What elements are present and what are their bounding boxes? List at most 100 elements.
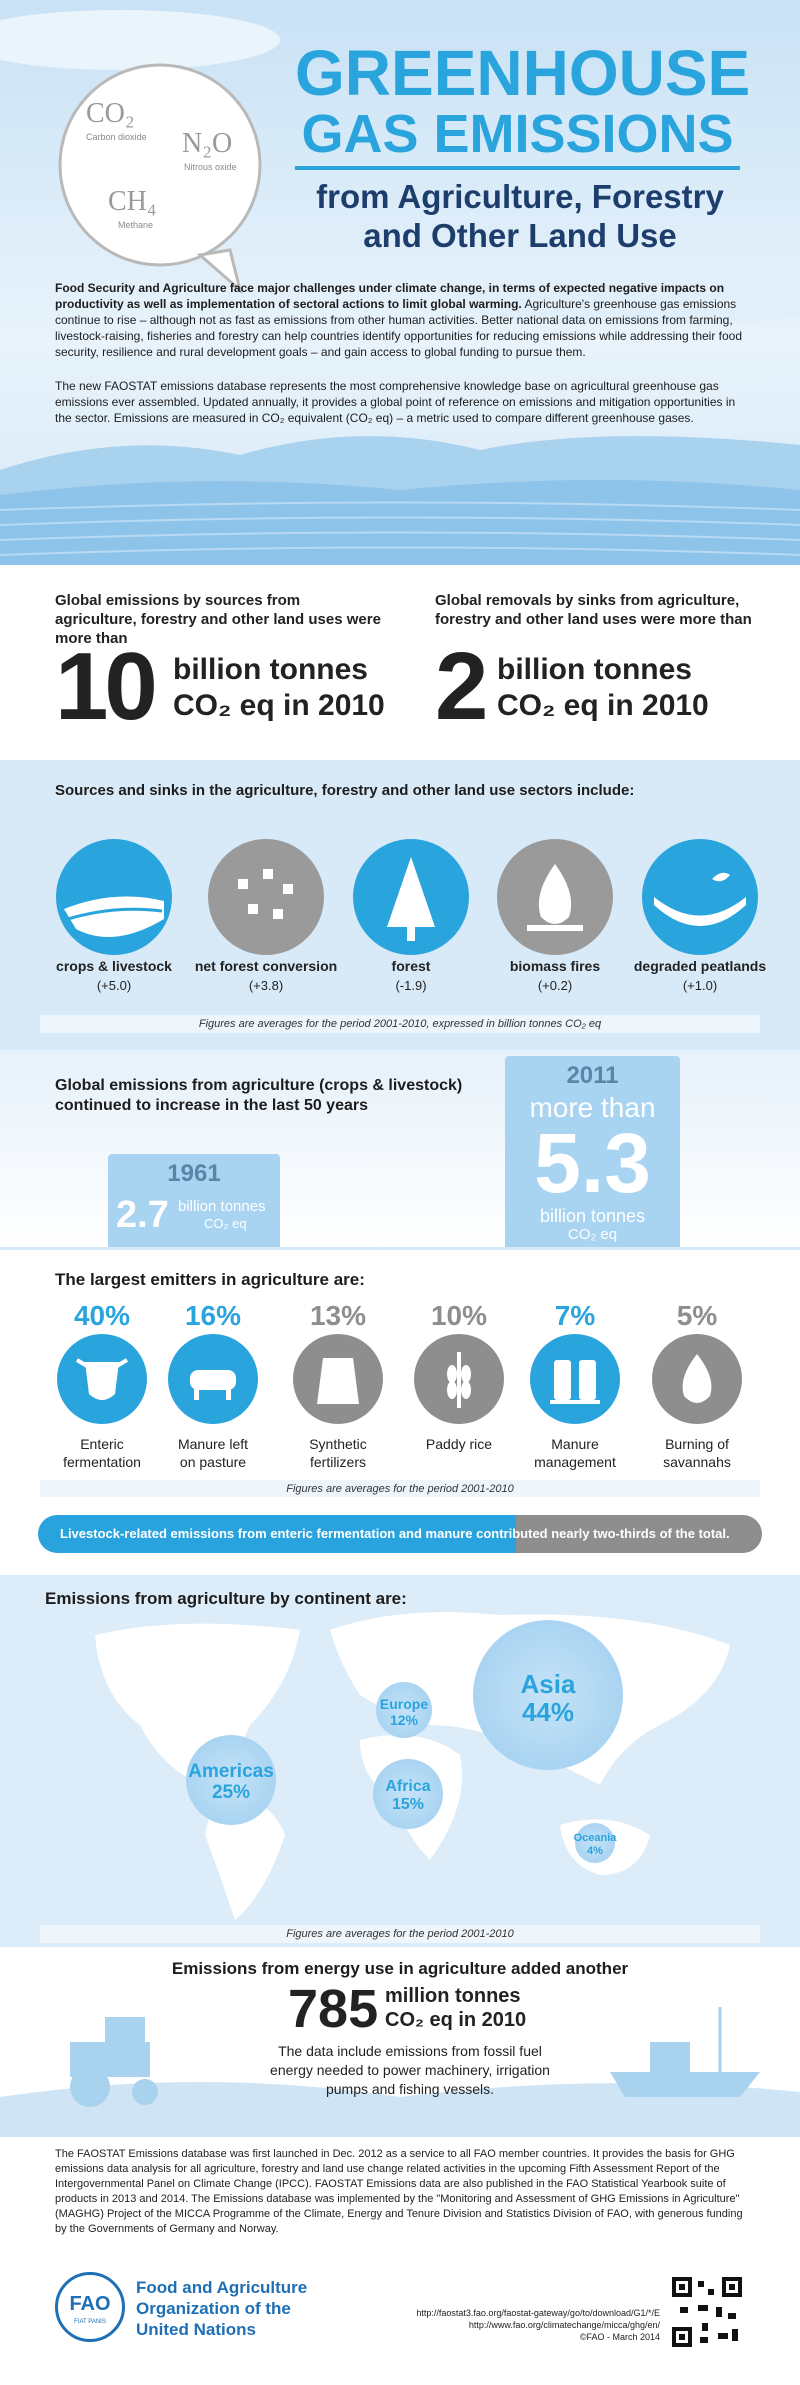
bar-2011: 2011 more than 5.3 billion tonnes CO₂ eq — [505, 1056, 680, 1247]
value: 5.3 — [534, 1116, 651, 1210]
total-number: 2 — [435, 633, 488, 740]
icon-shape — [64, 896, 164, 937]
link[interactable]: http://faostat3.fao.org/faostat-gateway/… — [416, 2308, 660, 2318]
intro-paragraph: The new FAOSTAT emissions database repre… — [55, 379, 736, 425]
title-line: GAS EMISSIONS — [301, 104, 734, 164]
icon-shape — [226, 1388, 231, 1400]
emitter-share: 5% — [676, 1300, 718, 1331]
icon-shape — [263, 869, 273, 879]
emitter-label: Enteric — [80, 1436, 124, 1452]
energy-art — [0, 2007, 800, 2137]
subtitle-line: and Other Land Use — [363, 217, 677, 254]
continent-share: 15% — [391, 1796, 425, 1813]
icon-shape — [550, 1400, 600, 1404]
intro-text: Agriculture's greenhouse gas emissions c… — [55, 297, 743, 359]
icon-shape — [447, 1381, 457, 1399]
sector-icon — [642, 839, 758, 955]
org-line: Organization of the — [136, 2299, 291, 2318]
icon — [414, 1334, 504, 1424]
emitter-label: Manure — [551, 1436, 599, 1452]
ground — [0, 2082, 800, 2137]
intro-bold: Food Security and Agriculture face major… — [55, 281, 725, 311]
section-heading: The largest emitters in agriculture are: — [55, 1270, 365, 1289]
boat — [610, 2007, 760, 2097]
emitter-label: on pasture — [179, 1454, 247, 1470]
fao-logo: FAO FIAT PANIS — [55, 2272, 125, 2342]
bar-1961: 1961 2.7 billion tonnes CO₂ eq — [108, 1154, 280, 1247]
continent-name: Europe — [379, 1696, 429, 1712]
icon-shape — [527, 925, 583, 931]
emitters: The largest emitters in agriculture are:… — [0, 1247, 800, 1500]
tractor — [70, 2017, 158, 2107]
icon-shape — [273, 909, 283, 919]
emitter-label: Paddy rice — [425, 1436, 493, 1452]
icon-shape — [208, 839, 324, 955]
emitter-icon — [293, 1334, 383, 1424]
value: 2.7 — [116, 1194, 169, 1236]
section-heading: Emissions from energy use in agriculture… — [171, 1959, 629, 1978]
footnote: Figures are averages for the period 2001… — [40, 1015, 760, 1033]
icon — [168, 1334, 258, 1424]
unit: billion tonnes — [539, 1206, 646, 1226]
energy-text: The data include emissions from fossil f… — [270, 2043, 550, 2097]
emitter-label: Burning of — [665, 1436, 729, 1452]
org-line: Food and Agriculture — [136, 2278, 308, 2297]
sector-label: degraded peatlands — [633, 958, 767, 974]
boat-hull — [610, 2072, 760, 2097]
logo-motto: FIAT PANIS — [74, 2319, 106, 2325]
qr-module — [728, 2313, 736, 2319]
icon — [530, 1334, 620, 1424]
sector-label: crops & livestock — [56, 958, 172, 974]
qr-module — [700, 2337, 708, 2343]
growth: Global emissions from agriculture (crops… — [0, 1050, 800, 1247]
links: http://faostat3.fao.org/faostat-gateway/… — [360, 2307, 660, 2343]
qr-module — [698, 2281, 704, 2287]
org-line: United Nations — [136, 2320, 256, 2339]
footer: The FAOSTAT Emissions database was first… — [0, 2137, 800, 2385]
tractor-cab — [105, 2017, 145, 2047]
field-row — [0, 546, 800, 556]
qr-module — [698, 2305, 708, 2311]
emitter-label: Synthetic — [309, 1436, 367, 1452]
qr-code — [672, 2277, 742, 2347]
icon-shape — [317, 1358, 359, 1404]
icon — [57, 1334, 147, 1424]
icon-shape — [85, 1362, 119, 1400]
icon-shape — [283, 884, 293, 894]
tractor-wheel — [70, 2067, 110, 2107]
sector-value: (+1.0) — [682, 978, 718, 993]
icon-shape — [248, 904, 258, 914]
icon-shape — [530, 1334, 620, 1424]
sector-label: biomass fires — [509, 958, 601, 974]
bubble-tail — [196, 248, 243, 295]
sector-value: (+3.8) — [248, 978, 284, 993]
sectors: Sources and sinks in the agriculture, fo… — [0, 760, 800, 1050]
icon-shape — [461, 1381, 471, 1399]
link[interactable]: http://www.fao.org/climatechange/micca/g… — [468, 2320, 660, 2330]
emitter-share: 7% — [554, 1300, 596, 1331]
icon-shape — [642, 839, 758, 955]
gas-name: Carbon dioxide — [86, 132, 147, 142]
icon-shape — [554, 1360, 571, 1400]
total-label: Global emissions by sources from agricul… — [55, 592, 381, 647]
footnote: Figures are averages for the period 2001… — [40, 1480, 760, 1498]
qr-module — [702, 2323, 708, 2331]
boat-cabin — [650, 2042, 690, 2072]
icon-shape — [194, 1388, 199, 1400]
continent-share: 4% — [587, 1845, 603, 1857]
fields — [0, 480, 800, 565]
field-row — [0, 516, 800, 526]
emitter-label: savannahs — [663, 1454, 731, 1470]
emitter-share: 13% — [309, 1300, 367, 1331]
continent-bubble: Americas 25% — [186, 1735, 276, 1825]
icon — [642, 839, 758, 955]
footer-paragraph: The FAOSTAT Emissions database was first… — [55, 2148, 743, 2235]
gas-formula: N₂O — [182, 128, 233, 159]
energy: Emissions from energy use in agriculture… — [0, 1947, 800, 2137]
gas-formula: CO₂ — [86, 98, 135, 129]
field-row — [0, 501, 800, 511]
unit: billion tonnes — [178, 1198, 266, 1215]
unit: CO₂ eq — [567, 1226, 618, 1243]
total-unit: CO₂ eq in 2010 — [173, 689, 385, 722]
